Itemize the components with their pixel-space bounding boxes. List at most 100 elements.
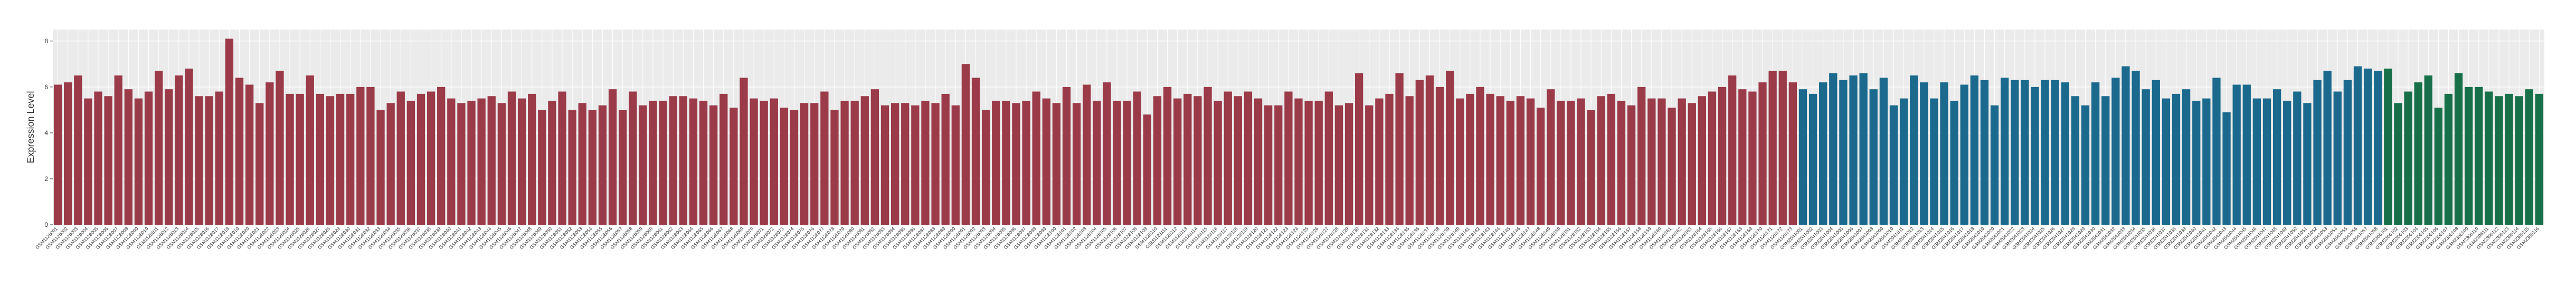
- bar: [235, 78, 244, 225]
- bar: [1839, 80, 1848, 225]
- bar: [1547, 89, 1555, 225]
- bar: [215, 91, 223, 225]
- bar: [629, 91, 637, 225]
- bar: [1093, 100, 1101, 225]
- bar: [2343, 80, 2352, 225]
- bar: [1708, 91, 1717, 225]
- bar: [245, 84, 254, 225]
- bar: [1083, 84, 1091, 225]
- bar: [225, 39, 234, 225]
- bar: [487, 96, 496, 225]
- bar: [1536, 108, 1545, 225]
- bar: [1920, 82, 1928, 225]
- bar: [669, 96, 677, 225]
- bar: [1567, 100, 1575, 225]
- bar: [2252, 98, 2261, 225]
- y-tick-label: 8: [44, 37, 48, 45]
- bar: [1365, 105, 1374, 225]
- bar: [1466, 93, 1474, 225]
- bar: [568, 110, 576, 225]
- bar: [2091, 82, 2100, 225]
- bar: [1678, 98, 1686, 225]
- bar: [1022, 100, 1030, 225]
- bar: [2242, 84, 2251, 225]
- bar: [165, 89, 173, 225]
- bar: [316, 93, 325, 225]
- bar: [891, 103, 899, 225]
- bar: [820, 91, 829, 225]
- bar: [1284, 91, 1293, 225]
- bar: [780, 108, 789, 225]
- bar: [1819, 82, 1827, 225]
- bar: [2293, 91, 2302, 225]
- bar: [931, 103, 940, 225]
- bar: [528, 93, 536, 225]
- bar: [2111, 78, 2120, 225]
- bar: [860, 96, 869, 225]
- bar: [679, 96, 687, 225]
- bar: [2414, 82, 2422, 225]
- bar: [1768, 71, 1777, 225]
- bar: [517, 98, 526, 225]
- bar: [2303, 103, 2312, 225]
- bar: [1688, 103, 1696, 225]
- bar: [2031, 87, 2039, 225]
- bar: [750, 98, 758, 225]
- bar: [1204, 87, 1212, 225]
- bar: [457, 103, 466, 225]
- bar: [1526, 98, 1535, 225]
- bar: [1103, 82, 1111, 225]
- bar: [2535, 93, 2544, 225]
- bar: [2404, 91, 2412, 225]
- bar: [2444, 93, 2453, 225]
- bar: [689, 98, 698, 225]
- bar: [1324, 91, 1333, 225]
- bar: [941, 93, 950, 225]
- bar: [588, 110, 596, 225]
- bar: [1668, 108, 1676, 225]
- bar: [467, 100, 476, 225]
- bar: [64, 82, 72, 225]
- bar: [1264, 105, 1273, 225]
- bar: [195, 96, 203, 225]
- bar: [870, 89, 879, 225]
- bar: [1405, 96, 1414, 225]
- bar: [1557, 100, 1565, 225]
- bar: [1698, 96, 1707, 225]
- bar: [1637, 87, 1646, 225]
- bar: [477, 98, 486, 225]
- bar: [719, 93, 728, 225]
- bar: [1758, 82, 1767, 225]
- bar: [1314, 100, 1323, 225]
- bar: [2384, 69, 2392, 225]
- bar: [2505, 93, 2513, 225]
- bar: [880, 105, 889, 225]
- bar: [396, 91, 405, 225]
- bar: [1658, 98, 1666, 225]
- bar: [740, 78, 748, 225]
- bar: [2454, 73, 2463, 225]
- bar: [2374, 71, 2382, 225]
- bar: [598, 105, 607, 225]
- bar: [276, 71, 284, 225]
- bar: [538, 110, 546, 225]
- bar: [2222, 112, 2231, 225]
- bar: [1425, 75, 1434, 225]
- bar: [760, 100, 768, 225]
- bar: [2525, 89, 2533, 225]
- bar: [1718, 87, 1727, 225]
- bar: [1133, 91, 1141, 225]
- bar: [1829, 73, 1838, 225]
- bar: [306, 75, 314, 225]
- bar: [296, 93, 304, 225]
- bar: [2283, 100, 2291, 225]
- bar: [2122, 66, 2130, 225]
- bar: [1990, 105, 1999, 225]
- bar: [2001, 78, 2009, 225]
- bar: [1214, 100, 1222, 225]
- bar: [992, 100, 1000, 225]
- bar: [1042, 98, 1050, 225]
- bar: [699, 100, 708, 225]
- bar: [1889, 105, 1898, 225]
